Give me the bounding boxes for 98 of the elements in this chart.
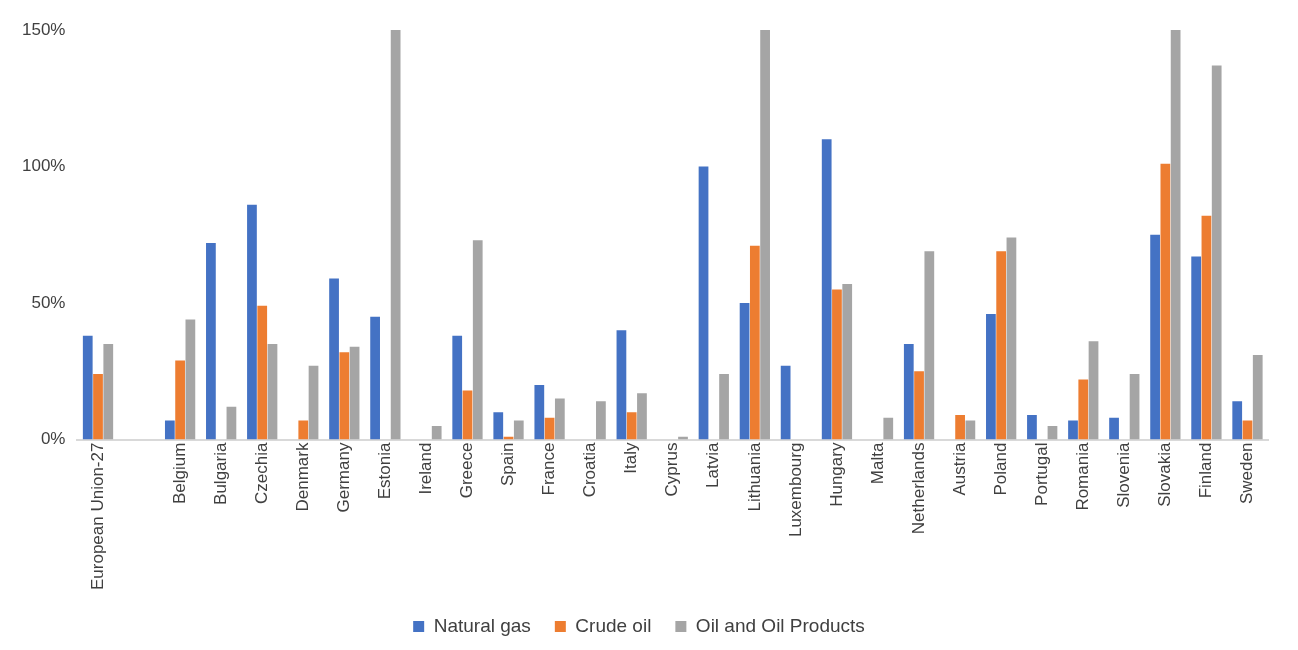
bar: [206, 242, 216, 440]
bar: [226, 406, 237, 440]
bar: [1129, 374, 1140, 440]
bar: [1191, 256, 1202, 440]
x-tick-label: European Union-27: [87, 442, 107, 591]
bar: [832, 289, 842, 440]
bar: [1109, 417, 1119, 440]
x-tick-label: Cyprus: [662, 442, 682, 497]
bar: [780, 365, 791, 440]
bar: [1150, 234, 1160, 440]
bar: [164, 420, 175, 440]
bar: [472, 240, 483, 440]
bar: [513, 420, 524, 440]
x-tick-label: Estonia: [375, 442, 395, 500]
bar: [1211, 65, 1222, 440]
bar: [175, 360, 185, 440]
bar: [370, 316, 380, 440]
y-tick-label: 50%: [31, 292, 66, 312]
x-tick-label: Finland: [1196, 442, 1216, 499]
bar: [1078, 379, 1089, 440]
bar: [924, 251, 935, 440]
bar: [431, 425, 442, 440]
x-tick-label: Spain: [498, 442, 518, 487]
x-tick-label: Hungary: [826, 442, 846, 507]
x-tick-label: Romania: [1072, 442, 1092, 511]
x-tick-label: Slovenia: [1114, 442, 1133, 508]
x-tick-label: Poland: [990, 442, 1010, 496]
bar: [493, 412, 504, 440]
y-tick-label: 0%: [40, 429, 66, 449]
bar: [1088, 341, 1099, 440]
bar: [955, 414, 965, 440]
bar: [308, 365, 319, 440]
bar: [986, 313, 996, 440]
bar: [616, 330, 627, 440]
bar: [996, 251, 1007, 440]
bar: [842, 283, 853, 440]
bar: [883, 417, 894, 440]
bar: [903, 344, 914, 440]
bar: [103, 344, 114, 440]
bar: [1232, 401, 1243, 440]
x-tick-label: Luxembourg: [785, 442, 805, 538]
bar: [760, 30, 770, 440]
bar: [247, 204, 257, 440]
bar: [1252, 354, 1263, 440]
bar: [298, 420, 309, 440]
bar: [749, 245, 760, 440]
y-tick-label: 100%: [22, 156, 66, 176]
x-tick-label: Ireland: [416, 442, 436, 495]
bar: [1068, 420, 1078, 440]
bar: [596, 401, 606, 440]
bar: [185, 319, 196, 440]
bar: [349, 346, 360, 440]
bar: [965, 420, 976, 440]
x-tick-label: Czechia: [251, 442, 271, 504]
x-tick-label: Austria: [949, 442, 969, 496]
bar: [339, 352, 350, 440]
bar: [719, 374, 729, 440]
x-tick-label: Croatia: [580, 442, 600, 498]
bar: [462, 390, 473, 440]
x-tick-label: Netherlands: [908, 442, 928, 535]
bar: [637, 393, 647, 440]
bar: [626, 412, 637, 440]
bar: [1201, 215, 1212, 440]
bar: [82, 335, 93, 440]
x-tick-label: France: [539, 442, 559, 496]
bar: [1170, 30, 1181, 440]
x-tick-label: Denmark: [292, 442, 312, 512]
x-tick-label: Lithuania: [744, 442, 764, 512]
bar: [390, 30, 401, 440]
x-tick-label: Malta: [867, 442, 887, 485]
legend-label: Crude oil: [575, 614, 652, 636]
bar: [698, 166, 709, 440]
bar: [329, 278, 339, 440]
bar: [821, 139, 832, 440]
bar: [267, 344, 278, 440]
bar: [1027, 414, 1037, 440]
bar: [452, 335, 463, 440]
bar: [1242, 420, 1253, 440]
x-tick-label: Germany: [334, 442, 354, 513]
bar: [93, 374, 103, 440]
bar: [534, 384, 545, 440]
x-tick-label: Bulgaria: [210, 442, 230, 505]
bar: [257, 305, 268, 440]
bar: [1006, 237, 1017, 440]
x-tick-label: Sweden: [1237, 442, 1257, 504]
x-tick-label: Belgium: [169, 442, 189, 504]
legend-label: Oil and Oil Products: [695, 614, 865, 636]
bar: [914, 371, 924, 440]
x-tick-label: Slovakia: [1155, 442, 1175, 507]
legend-label: Natural gas: [433, 614, 531, 636]
bar: [554, 398, 565, 440]
bar: [1160, 163, 1171, 440]
x-tick-label: Greece: [457, 442, 477, 499]
x-tick-label: Portugal: [1031, 442, 1051, 506]
x-tick-label: Latvia: [703, 442, 723, 488]
x-tick-label: Italy: [621, 442, 641, 474]
y-tick-label: 150%: [22, 19, 66, 39]
bar: [739, 303, 750, 440]
